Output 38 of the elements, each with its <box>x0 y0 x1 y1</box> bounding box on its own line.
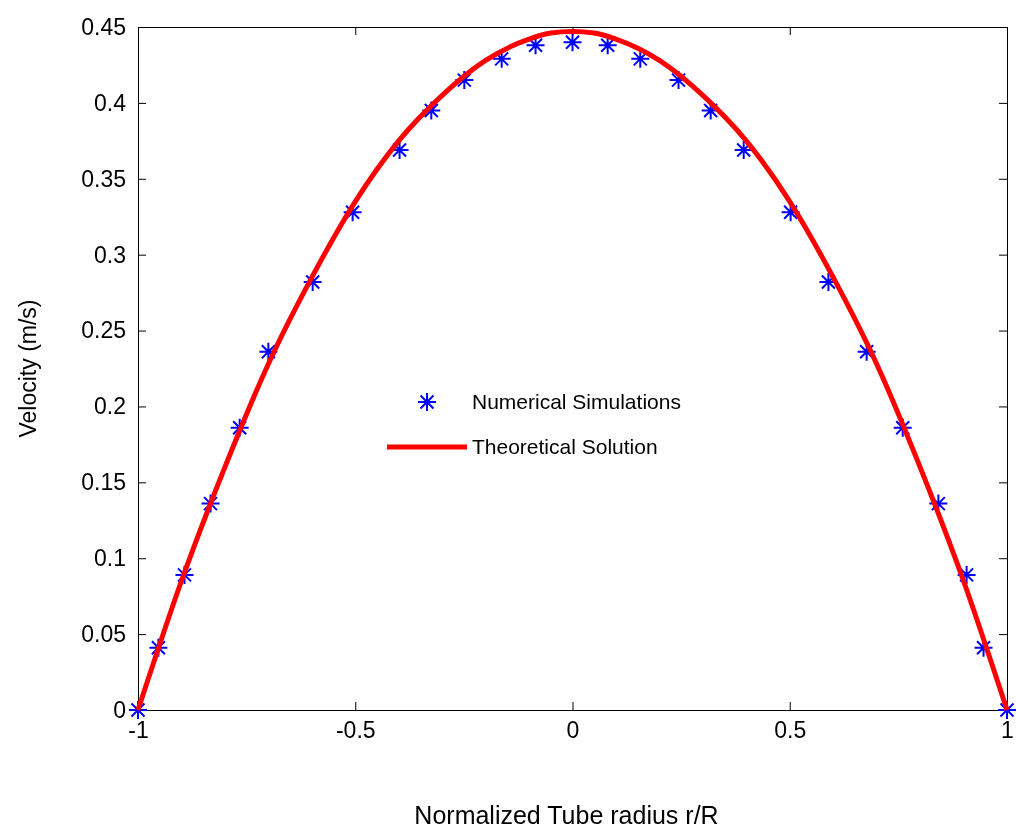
y-tick-label: 0.35 <box>81 165 126 192</box>
point <box>200 493 221 514</box>
point <box>892 417 913 438</box>
x-tick-label: -0.5 <box>335 717 376 744</box>
legend-label: Numerical Simulations <box>472 390 681 413</box>
x-tick-label: 0.5 <box>774 717 807 744</box>
x-axis-title: Normalized Tube radius r/R <box>414 801 719 829</box>
point <box>128 700 148 720</box>
point <box>148 637 169 658</box>
y-tick-label: 0.15 <box>81 469 126 496</box>
point <box>421 100 442 121</box>
x-tick-label: 1 <box>1001 717 1014 744</box>
point <box>668 70 689 91</box>
point <box>525 35 546 56</box>
y-tick-label: 0.2 <box>94 393 126 420</box>
point <box>562 32 583 53</box>
point <box>956 564 977 585</box>
point <box>733 139 754 160</box>
point <box>780 202 801 223</box>
y-tick-label: 0.3 <box>94 241 126 268</box>
point <box>229 417 250 438</box>
y-tick-label: 0.1 <box>94 545 126 572</box>
point <box>174 564 195 585</box>
y-tick-label: 0.05 <box>81 620 126 647</box>
y-tick-label: 0.4 <box>94 89 127 116</box>
point <box>342 202 363 223</box>
point <box>258 341 279 362</box>
y-tick-label: 0 <box>113 696 126 723</box>
point <box>597 35 618 56</box>
legend-label: Theoretical Solution <box>472 435 658 458</box>
x-tick-label: 0 <box>566 717 580 744</box>
point <box>997 700 1016 720</box>
y-tick-label: 0.45 <box>81 13 126 40</box>
point <box>700 100 721 121</box>
y-axis-title: Velocity (m/s) <box>15 299 41 438</box>
x-tick-label: -1 <box>128 717 149 744</box>
y-tick-label: 0.25 <box>81 317 126 344</box>
point <box>454 70 475 91</box>
